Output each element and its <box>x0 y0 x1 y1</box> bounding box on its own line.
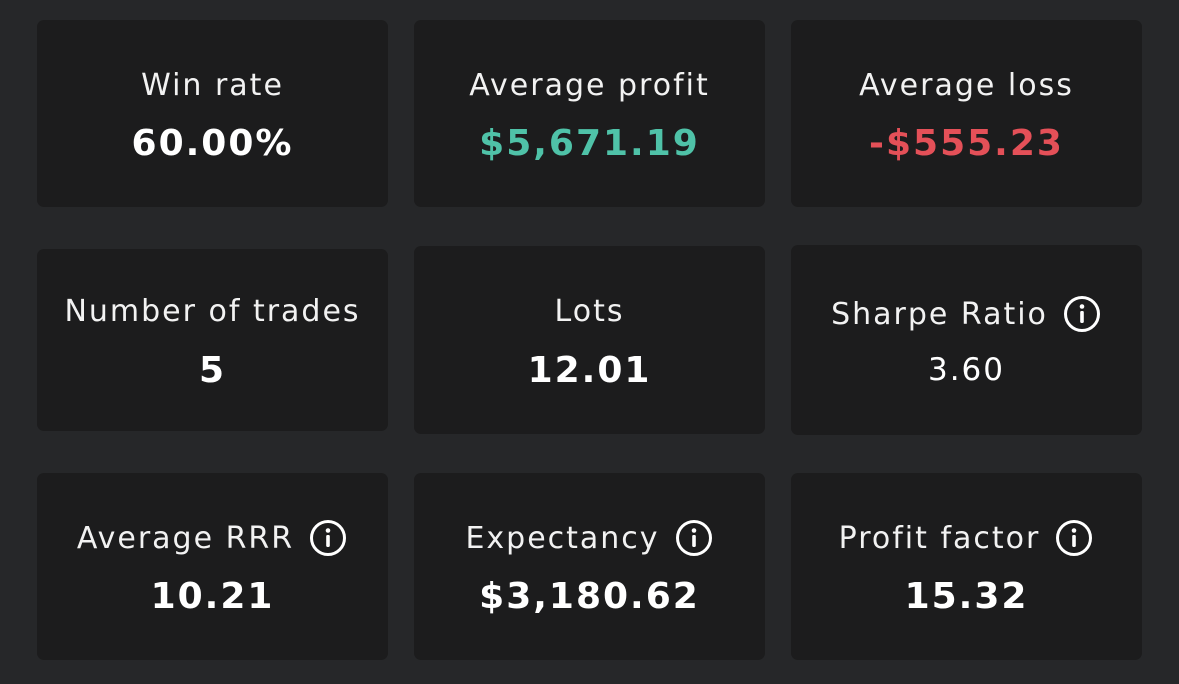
stat-value: $3,180.62 <box>479 576 700 617</box>
stat-label: Profit factor <box>838 520 1041 556</box>
stat-label: Average RRR <box>76 520 295 556</box>
stat-value: 3.60 <box>927 352 1006 388</box>
stat-value: 12.01 <box>527 349 652 391</box>
stat-label: Sharpe Ratio <box>831 296 1048 332</box>
stat-card-average-rrr: Average RRR 10.21 <box>37 473 388 660</box>
stat-value: -$555.23 <box>869 123 1064 164</box>
stat-card-expectancy: Expectancy $3,180.62 <box>414 473 765 660</box>
stat-label: Win rate <box>141 67 284 103</box>
stat-label: Average profit <box>469 67 710 103</box>
stat-label: Number of trades <box>64 294 361 329</box>
info-circle-icon[interactable] <box>1062 294 1102 334</box>
stat-value: 15.32 <box>904 576 1029 617</box>
stat-label: Average loss <box>859 67 1074 103</box>
stat-label: Expectancy <box>465 520 660 556</box>
stat-label: Lots <box>554 294 625 329</box>
stat-value: 10.21 <box>150 576 275 617</box>
stat-value: 60.00% <box>131 123 294 164</box>
stat-card-win-rate: Win rate 60.00% <box>37 20 388 207</box>
stat-card-profit-factor: Profit factor 15.32 <box>791 473 1142 660</box>
stat-card-average-profit: Average profit $5,671.19 <box>414 20 765 207</box>
info-circle-icon[interactable] <box>1054 518 1094 558</box>
info-circle-icon[interactable] <box>674 518 714 558</box>
stat-card-average-loss: Average loss -$555.23 <box>791 20 1142 207</box>
stat-value: $5,671.19 <box>479 123 700 164</box>
stat-card-sharpe-ratio: Sharpe Ratio 3.60 <box>791 245 1142 435</box>
info-circle-icon[interactable] <box>308 518 348 558</box>
stat-value: 5 <box>198 349 227 391</box>
stat-card-lots: Lots 12.01 <box>414 246 765 434</box>
stat-card-number-of-trades: Number of trades 5 <box>37 249 388 431</box>
